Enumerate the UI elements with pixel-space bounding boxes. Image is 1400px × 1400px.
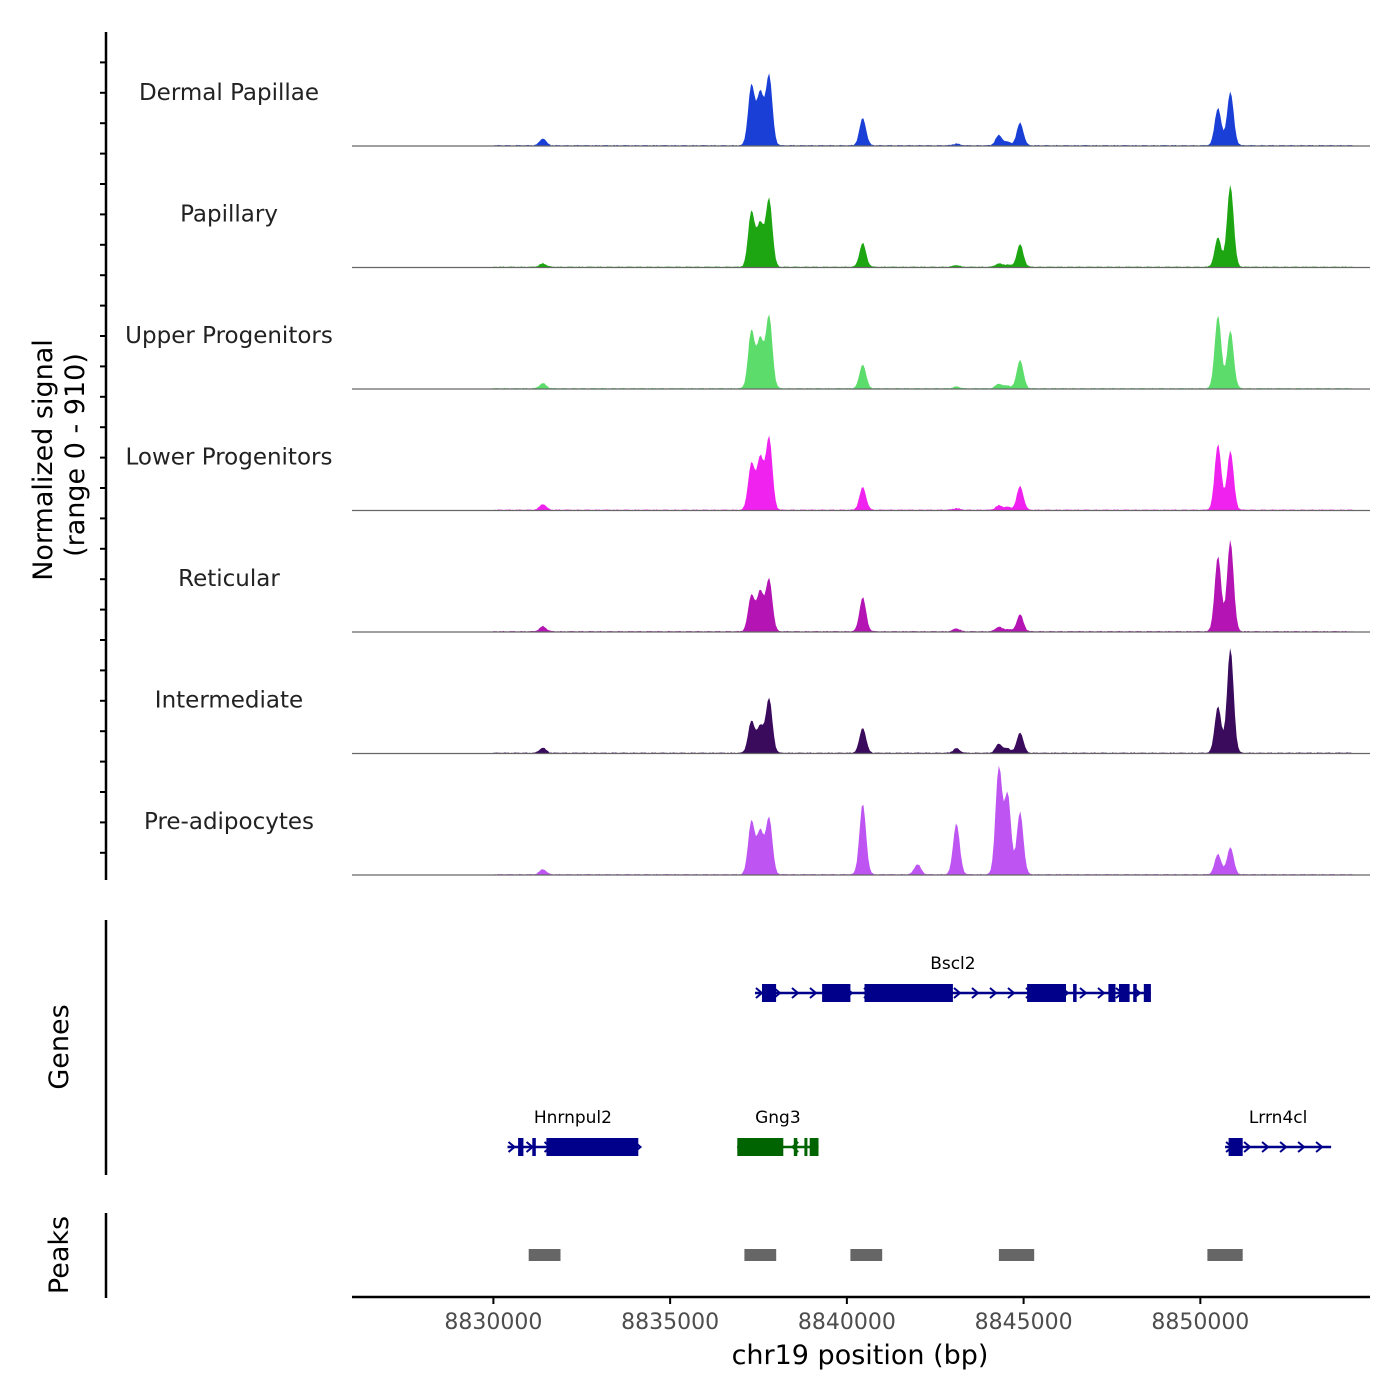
gene-label: Gng3 bbox=[755, 1108, 801, 1128]
track-label: Reticular bbox=[178, 566, 280, 592]
track-papillary: Papillary bbox=[180, 184, 1370, 269]
peak-region bbox=[528, 1249, 561, 1261]
track-label: Dermal Papillae bbox=[139, 80, 319, 106]
x-axis-title: chr19 position (bp) bbox=[732, 1340, 989, 1371]
track-label: Lower Progenitors bbox=[126, 445, 333, 471]
exon bbox=[532, 1138, 536, 1156]
exon bbox=[822, 984, 851, 1002]
coverage-tracks: Dermal Papillae Papillary Upper Progenitor… bbox=[125, 73, 1370, 876]
strand-arrow bbox=[1297, 1141, 1306, 1153]
exon bbox=[1073, 984, 1077, 1002]
strand-arrow bbox=[1261, 1141, 1270, 1153]
track-lower-progenitors: Lower Progenitors bbox=[126, 435, 1370, 512]
strand-arrow bbox=[791, 987, 800, 999]
strand-arrow bbox=[1079, 987, 1088, 999]
strand-arrow bbox=[507, 1141, 517, 1153]
exon bbox=[804, 1138, 808, 1156]
peak-region bbox=[1207, 1249, 1243, 1261]
strand-arrow bbox=[1279, 1141, 1288, 1153]
exon bbox=[1027, 984, 1066, 1002]
peak-region bbox=[744, 1249, 777, 1261]
strand-arrow bbox=[971, 987, 980, 999]
strand-arrow bbox=[755, 987, 764, 999]
coverage-y-ticks bbox=[100, 61, 106, 854]
signal-area bbox=[493, 73, 1353, 146]
track-upper-progenitors: Upper Progenitors bbox=[125, 314, 1370, 390]
exon bbox=[762, 984, 777, 1002]
signal-area bbox=[493, 648, 1353, 754]
peak-region bbox=[850, 1249, 883, 1261]
peak-region-track bbox=[528, 1249, 1243, 1261]
gene-lrrn4cl: Lrrn4cl bbox=[1225, 1108, 1332, 1156]
strand-arrow bbox=[1243, 1141, 1252, 1153]
signal-area bbox=[493, 765, 1353, 875]
gene-label: Hnrnpul2 bbox=[534, 1108, 612, 1128]
strand-arrow bbox=[989, 987, 998, 999]
gene-bscl2: Bscl2 bbox=[754, 954, 1151, 1002]
exon bbox=[737, 1138, 784, 1156]
exon bbox=[793, 1138, 798, 1156]
coverage-y-axis-title-line1: Normalized signal bbox=[28, 339, 59, 581]
exon bbox=[546, 1138, 639, 1156]
strand-arrow bbox=[809, 987, 818, 999]
strand-arrow bbox=[1097, 987, 1106, 999]
exon bbox=[1108, 984, 1116, 1002]
gene-annotation-track: Bscl2 Hnrnpul2 Gng3 Lrrn4cl bbox=[507, 954, 1332, 1156]
x-tick-label: 8845000 bbox=[975, 1310, 1073, 1335]
track-dermal-papillae: Dermal Papillae bbox=[139, 73, 1370, 147]
coverage-y-axis-title-line2: (range 0 - 910) bbox=[60, 353, 91, 557]
exon bbox=[1143, 984, 1151, 1002]
exon bbox=[518, 1138, 524, 1156]
exon bbox=[1119, 984, 1130, 1002]
strand-arrow bbox=[1007, 987, 1016, 999]
gene-gng3: Gng3 bbox=[736, 1108, 819, 1156]
exon bbox=[864, 984, 953, 1002]
gene-label: Bscl2 bbox=[930, 954, 975, 974]
strand-arrow bbox=[953, 987, 962, 999]
track-label: Papillary bbox=[180, 202, 278, 228]
track-label: Pre-adipocytes bbox=[144, 809, 314, 835]
signal-area bbox=[493, 435, 1353, 511]
x-axis-ticks: 8830000 8835000 8840000 8845000 8850000 bbox=[444, 1297, 1249, 1335]
x-tick-label: 8840000 bbox=[798, 1310, 896, 1335]
gene-hnrnpul2: Hnrnpul2 bbox=[507, 1108, 643, 1156]
exon bbox=[1228, 1138, 1243, 1156]
track-label: Intermediate bbox=[155, 688, 303, 714]
signal-area bbox=[493, 314, 1353, 389]
signal-area bbox=[493, 539, 1353, 632]
exon bbox=[1133, 984, 1137, 1002]
track-intermediate: Intermediate bbox=[155, 648, 1370, 755]
signal-area bbox=[493, 184, 1353, 268]
gene-label: Lrrn4cl bbox=[1249, 1108, 1308, 1128]
peaks-axis-title: Peaks bbox=[44, 1216, 75, 1294]
strand-arrow bbox=[1315, 1141, 1324, 1153]
exon bbox=[809, 1138, 819, 1156]
x-tick-label: 8830000 bbox=[444, 1310, 542, 1335]
track-label: Upper Progenitors bbox=[125, 323, 333, 349]
genes-axis-title: Genes bbox=[44, 1004, 75, 1089]
x-tick-label: 8850000 bbox=[1151, 1310, 1249, 1335]
x-tick-label: 8835000 bbox=[621, 1310, 719, 1335]
track-pre-adipocytes: Pre-adipocytes bbox=[144, 765, 1370, 876]
peak-region bbox=[998, 1249, 1035, 1261]
track-reticular: Reticular bbox=[178, 539, 1370, 633]
